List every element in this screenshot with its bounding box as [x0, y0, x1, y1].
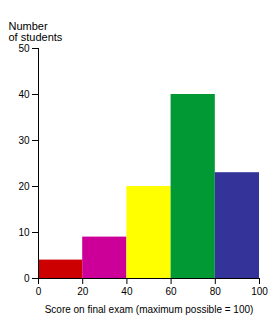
- svg-text:20: 20: [77, 286, 89, 297]
- svg-text:100: 100: [251, 286, 268, 297]
- svg-text:10: 10: [18, 227, 30, 238]
- svg-text:0: 0: [36, 286, 42, 297]
- svg-text:50: 50: [18, 43, 30, 54]
- svg-text:40: 40: [121, 286, 133, 297]
- svg-text:0: 0: [24, 273, 30, 284]
- svg-text:20: 20: [18, 181, 30, 192]
- svg-text:Numberof students: Numberof students: [9, 20, 63, 43]
- svg-text:30: 30: [18, 135, 30, 146]
- svg-text:80: 80: [210, 286, 222, 297]
- svg-text:40: 40: [18, 89, 30, 100]
- svg-text:60: 60: [166, 286, 178, 297]
- svg-text:Score on final exam (maximum p: Score on final exam (maximum possible = …: [45, 304, 254, 315]
